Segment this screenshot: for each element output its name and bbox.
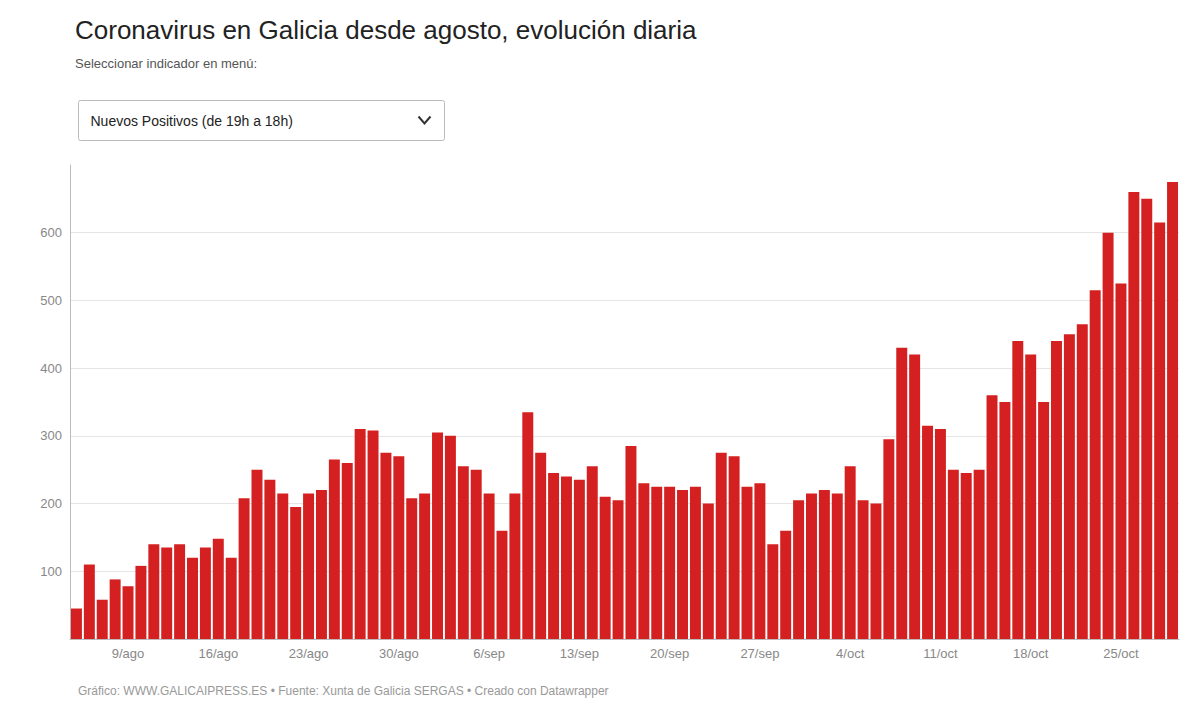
svg-text:500: 500 <box>40 293 62 308</box>
svg-text:Coronavirus en Galicia desde a: Coronavirus en Galicia desde agosto, evo… <box>75 15 697 45</box>
svg-text:300: 300 <box>40 428 62 443</box>
svg-text:27/sep: 27/sep <box>740 646 779 661</box>
svg-text:100: 100 <box>40 564 62 579</box>
svg-text:4/oct: 4/oct <box>836 646 865 661</box>
svg-text:6/sep: 6/sep <box>473 646 505 661</box>
svg-text:400: 400 <box>40 361 62 376</box>
svg-text:9/ago: 9/ago <box>112 646 145 661</box>
svg-text:13/sep: 13/sep <box>560 646 599 661</box>
svg-text:23/ago: 23/ago <box>289 646 329 661</box>
svg-text:11/oct: 11/oct <box>923 646 958 661</box>
svg-text:Gráfico: WWW.GALICAIPRESS.ES •: Gráfico: WWW.GALICAIPRESS.ES • Fuente: X… <box>78 684 609 698</box>
svg-text:Nuevos Positivos (de 19h a 18h: Nuevos Positivos (de 19h a 18h) <box>91 113 293 129</box>
svg-text:30/ago: 30/ago <box>379 646 419 661</box>
svg-text:200: 200 <box>40 496 62 511</box>
svg-text:600: 600 <box>40 225 62 240</box>
svg-text:Seleccionar indicador en menú:: Seleccionar indicador en menú: <box>75 56 257 71</box>
svg-text:20/sep: 20/sep <box>650 646 689 661</box>
svg-text:25/oct: 25/oct <box>1103 646 1139 661</box>
svg-text:18/oct: 18/oct <box>1013 646 1049 661</box>
svg-text:16/ago: 16/ago <box>198 646 238 661</box>
